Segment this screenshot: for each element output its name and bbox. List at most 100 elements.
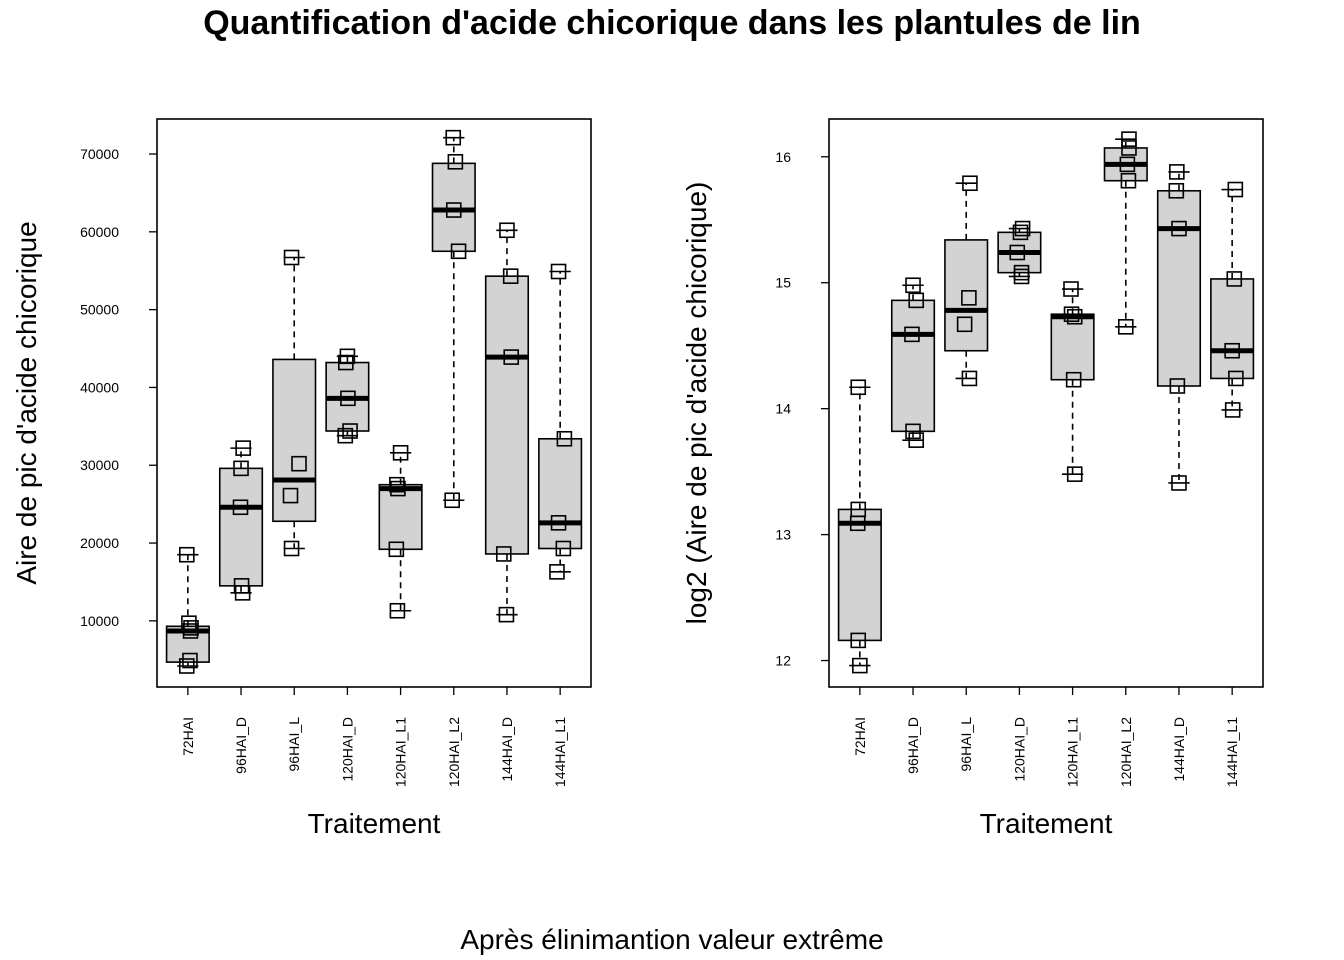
- data-point: [182, 652, 198, 669]
- x-tick-label: 120HAI_L2: [1118, 717, 1134, 787]
- box-96HAI_D: [890, 284, 936, 441]
- y-axis-label: Aire de pic d'acide chicorique: [11, 221, 42, 584]
- x-tick-label: 120HAI_L1: [393, 717, 409, 787]
- box-iqr: [484, 275, 530, 555]
- data-point: [1014, 220, 1031, 237]
- data-point: [961, 290, 977, 306]
- figure-caption: Après élinimantion valeur extrême: [460, 924, 884, 955]
- data-point: [1009, 244, 1026, 261]
- box-144HAI_L1: [538, 270, 583, 573]
- data-point: [905, 423, 921, 440]
- y-tick-label: 10000: [80, 613, 119, 629]
- box-120HAI_L2: [431, 136, 476, 502]
- data-point: [1065, 371, 1082, 388]
- data-point: [233, 578, 250, 594]
- box-120HAI_L1: [378, 451, 423, 612]
- plot-frame: [156, 118, 592, 688]
- y-tick-label: 16: [775, 149, 791, 165]
- data-point: [1121, 140, 1137, 156]
- data-point: [1066, 466, 1083, 482]
- data-point: [178, 546, 195, 563]
- plot-frame: [828, 118, 1264, 688]
- box-120HAI_L2: [1103, 138, 1148, 328]
- x-tick-label: 96HAI_L: [286, 717, 302, 772]
- y-tick-label: 30000: [80, 457, 119, 473]
- data-point: [498, 606, 515, 623]
- data-point: [445, 129, 462, 146]
- data-point: [444, 492, 460, 509]
- box-72HAI: [837, 386, 882, 667]
- data-point: [291, 455, 307, 472]
- data-point: [389, 476, 405, 493]
- data-point: [340, 390, 356, 407]
- data-point: [183, 620, 199, 636]
- data-point: [1169, 164, 1185, 180]
- data-point: [1168, 182, 1185, 199]
- data-point: [1224, 402, 1241, 418]
- y-tick-label: 15: [775, 275, 791, 291]
- data-point: [908, 432, 925, 448]
- x-axis-label: Traitement: [980, 808, 1113, 839]
- y-tick-label: 70000: [80, 146, 119, 162]
- data-point: [1120, 172, 1137, 189]
- data-point: [1121, 131, 1137, 147]
- box-iqr: [890, 299, 936, 433]
- x-tick-label: 96HAI_D: [905, 717, 921, 774]
- data-point: [282, 487, 299, 504]
- x-tick-label: 144HAI_L1: [552, 717, 568, 787]
- data-point: [956, 316, 973, 333]
- box-iqr: [837, 508, 882, 642]
- x-tick-label: 72HAI: [180, 717, 196, 756]
- box-iqr: [378, 483, 423, 551]
- x-tick-label: 144HAI_D: [1171, 717, 1187, 782]
- data-point: [495, 546, 512, 562]
- data-point: [1169, 378, 1186, 394]
- x-axis-label: Traitement: [308, 808, 441, 839]
- data-point: [556, 430, 573, 447]
- data-point: [1227, 181, 1244, 198]
- x-axis: 72HAI 96HAI_D 96HAI_L 120HAI_D 120HAI_L1 120H…: [852, 687, 1240, 787]
- data-point: [389, 602, 406, 619]
- y-tick-label: 12: [775, 653, 791, 669]
- data-point: [1228, 370, 1244, 387]
- right-boxplot-panel: 12 13 14 15 16 log2 (Aire de pic d'acide chic…: [681, 118, 1264, 839]
- data-point: [339, 348, 356, 365]
- data-point: [232, 499, 249, 516]
- data-point: [450, 243, 467, 260]
- data-point: [502, 268, 519, 284]
- data-point: [392, 444, 409, 461]
- box-iqr: [272, 358, 317, 523]
- data-point: [1171, 475, 1187, 491]
- x-tick-label: 96HAI_D: [233, 717, 249, 774]
- x-tick-label: 144HAI_D: [499, 717, 515, 782]
- page-title: Quantification d'acide chicorique dans l…: [203, 4, 1141, 42]
- box-iqr: [1050, 313, 1095, 381]
- box-96HAI_L: [272, 256, 317, 550]
- box-144HAI_D: [1156, 171, 1202, 484]
- box-iqr: [431, 162, 476, 253]
- x-tick-label: 120HAI_L1: [1065, 717, 1081, 787]
- data-point: [181, 615, 197, 631]
- data-point: [1117, 319, 1134, 335]
- data-point: [499, 222, 515, 239]
- box-96HAI_L: [944, 182, 989, 380]
- box-iqr: [1156, 189, 1202, 387]
- data-point: [1013, 264, 1030, 281]
- x-tick-label: 96HAI_L: [958, 717, 974, 772]
- y-tick-label: 50000: [80, 302, 119, 318]
- x-tick-label: 120HAI_D: [1011, 717, 1027, 782]
- data-point: [342, 423, 358, 439]
- data-point: [1226, 271, 1243, 287]
- data-point: [1063, 281, 1079, 297]
- data-point: [1119, 156, 1136, 173]
- x-tick-label: 120HAI_L2: [446, 717, 462, 787]
- data-point: [283, 540, 300, 557]
- data-point: [388, 541, 405, 558]
- data-point: [1063, 306, 1080, 323]
- data-point: [503, 349, 520, 365]
- data-point: [233, 460, 249, 477]
- x-axis: 72HAI 96HAI_D 96HAI_L 120HAI_D 120HAI_L1 120H…: [180, 687, 568, 787]
- box-96HAI_D: [218, 447, 264, 594]
- box-iqr: [218, 467, 264, 587]
